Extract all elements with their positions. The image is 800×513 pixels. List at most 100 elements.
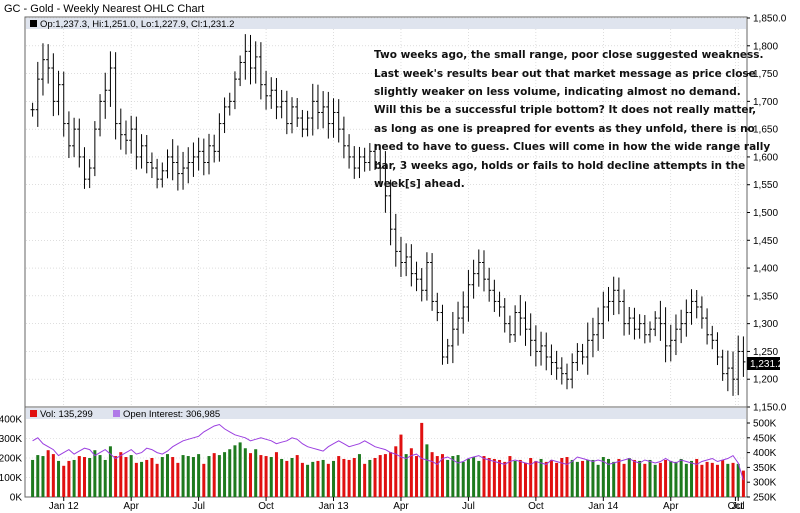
volume-legend-band (26, 408, 746, 419)
ohlc-bar (207, 133, 211, 175)
ohlc-bar (648, 321, 653, 343)
volume-bar (710, 462, 714, 497)
x-tick-label: Oct (728, 501, 744, 512)
volume-bar (622, 463, 626, 497)
annotation-line-1: Two weeks ago, the small range, poor clo… (374, 49, 764, 61)
ohlc-bar (290, 97, 295, 134)
volume-bar (77, 456, 81, 497)
ohlc-bar (139, 134, 144, 169)
volume-bar (679, 458, 683, 497)
volume-bar (596, 464, 600, 497)
ohlc-bar (518, 295, 523, 336)
ohlc-bar (539, 331, 544, 366)
ohlc-bar (507, 315, 512, 343)
volume-bar (508, 456, 512, 497)
volume-bar (243, 448, 247, 497)
volume-bar (658, 462, 662, 497)
ohlc-bar (373, 143, 378, 170)
volume-axis-label: 400K (0, 415, 22, 426)
price-y-tick-label: 1,550 (753, 180, 778, 191)
ohlc-bar (103, 72, 108, 119)
volume-bar (202, 463, 206, 497)
volume-bar (695, 458, 699, 497)
price-y-tick-label: 1,300 (753, 319, 778, 330)
volume-bar (601, 457, 605, 497)
ohlc-bar (627, 306, 632, 335)
ohlc-bar (217, 113, 222, 162)
volume-bar (731, 462, 735, 497)
volume-bar (51, 454, 55, 497)
price-y-tick-label: 1,800 (753, 41, 778, 52)
volume-bar (337, 456, 341, 497)
volume-bar (383, 454, 387, 497)
ohlc-bar (590, 317, 595, 358)
ohlc-bar (108, 51, 113, 107)
ohlc-bar (82, 147, 87, 189)
ohlc-bar (170, 139, 175, 181)
volume-bar (736, 463, 740, 497)
last-price-marker (747, 357, 780, 370)
volume-bar (368, 459, 372, 497)
volume-bars (31, 422, 745, 497)
ohlc-bar (336, 99, 341, 143)
annotation-line-3: slightly weaker on less volume, indicati… (374, 86, 741, 98)
volume-bar (347, 459, 351, 497)
volume-bar (705, 461, 709, 497)
volume-bar (67, 460, 71, 497)
oi-axis-label: 500K (753, 419, 777, 430)
ohlc-bar (720, 349, 725, 381)
ohlc-bar (409, 244, 414, 287)
oi-axis-label: 450K (753, 433, 777, 444)
price-y-tick-label: 1,500 (753, 208, 778, 219)
volume-bar (311, 461, 315, 497)
volume-bar (539, 458, 543, 497)
volume-bar (212, 453, 216, 497)
volume-bar (155, 463, 159, 497)
ohlc-bar (310, 83, 315, 136)
volume-bar (249, 453, 253, 497)
ohlc-bar (191, 142, 196, 177)
ohlc-bar (679, 309, 684, 344)
ohlc-bar (663, 307, 668, 363)
ohlc-bar (253, 41, 258, 84)
volume-bar (259, 455, 263, 497)
x-tick-label: Jul (192, 501, 205, 512)
ohlc-bar (98, 94, 103, 137)
volume-bar (223, 452, 227, 497)
annotation-text: Two weeks ago, the small range, poor clo… (374, 49, 770, 190)
ohlc-bar (393, 213, 398, 267)
volume-bar (217, 455, 221, 497)
ohlc-bar (72, 117, 77, 158)
volume-bar (632, 459, 636, 497)
volume-bar (404, 454, 408, 497)
volume-legend-text: Vol: 135,299 (40, 409, 93, 420)
ohlc-bar (227, 92, 232, 116)
ohlc-bar (736, 335, 741, 396)
ohlc-bar (118, 108, 123, 150)
volume-bar (254, 449, 258, 497)
volume-axis: 0K 100K 200K 300K 400K (0, 415, 22, 504)
volume-bar (197, 454, 201, 497)
volume-bar (570, 459, 574, 497)
volume-bar (88, 458, 92, 497)
price-y-tick-label: 1,400 (753, 264, 778, 275)
volume-bar (492, 458, 496, 497)
price-y-tick-label: 1,700 (753, 97, 778, 108)
ohlc-bar (186, 147, 191, 184)
volume-bar (674, 461, 678, 497)
volume-bar (114, 456, 118, 497)
x-tick-label: Oct (528, 501, 544, 512)
ohlc-bar (440, 304, 445, 365)
ohlc-bar (481, 250, 486, 292)
ohlc-bar (741, 336, 746, 377)
ohlc-bar (357, 146, 362, 179)
price-y-axis: 1,150.0 1,200 1,250 1,300 1,350 1,400 1,450 1,5… (747, 14, 787, 414)
volume-bar (394, 446, 398, 497)
volume-bar (440, 454, 444, 497)
ohlc-bar (699, 296, 704, 329)
volume-bar (93, 450, 97, 497)
ohlc-bar (414, 261, 419, 292)
volume-bar (534, 460, 538, 497)
ohlc-bar (725, 350, 730, 392)
ohlc-bar (352, 146, 357, 179)
